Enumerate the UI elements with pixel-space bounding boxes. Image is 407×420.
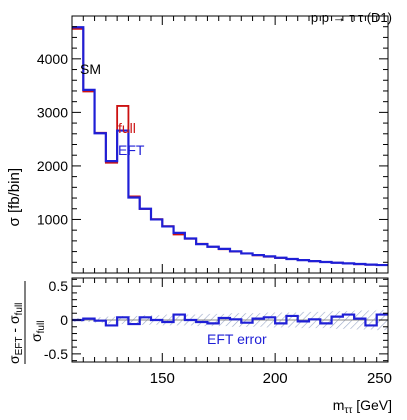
ratio-y-tick-label: 0 bbox=[60, 312, 68, 328]
main-y-tick-label: 3000 bbox=[37, 104, 68, 120]
legend-eft-label: EFT bbox=[118, 142, 145, 158]
ratio-x-tick-label: 250 bbox=[367, 370, 392, 387]
main-y-tick-label: 4000 bbox=[37, 51, 68, 67]
ratio-line bbox=[72, 313, 388, 327]
ratio-x-tick-label: 150 bbox=[150, 370, 175, 387]
axes-layer: 1000 2000 3000 4000 150 200 250 -0.5 0 0.5 bbox=[37, 15, 392, 387]
ratio-ylabel: σEFT - σfull σfull bbox=[6, 281, 47, 364]
main-plot-layer bbox=[72, 26, 388, 267]
ratio-y-tick-label: -0.5 bbox=[44, 346, 68, 362]
ratio-plot-layer bbox=[72, 313, 388, 327]
process-label: p p → τ τ (D1) bbox=[311, 10, 392, 25]
series-eft-line bbox=[72, 26, 388, 267]
main-ylabel: σ [fb/bin] bbox=[6, 168, 23, 226]
ratio-y-tick-label: 0.5 bbox=[49, 278, 69, 294]
main-y-tick-label: 1000 bbox=[37, 211, 68, 227]
legend-full-label: full bbox=[118, 120, 136, 136]
main-y-tick-label: 2000 bbox=[37, 158, 68, 174]
sm-annotation: SM bbox=[80, 61, 101, 77]
ratio-ylabel-denominator: σfull bbox=[28, 321, 47, 342]
ratio-x-tick-label: 200 bbox=[263, 370, 288, 387]
ratio-ylabel-numerator: σEFT - σfull bbox=[6, 303, 25, 364]
ratio-xlabel: mττ [GeV] bbox=[333, 397, 392, 416]
legend-eft-error-label: EFT error bbox=[207, 331, 267, 347]
